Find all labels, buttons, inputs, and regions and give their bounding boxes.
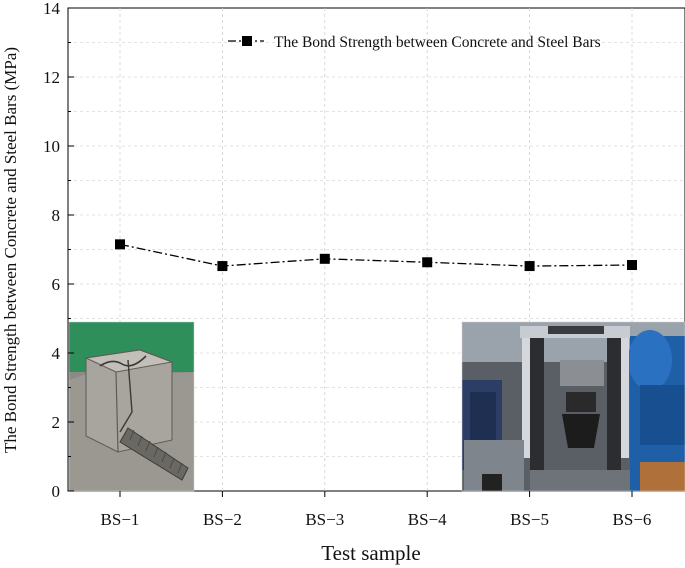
series-layer: [115, 239, 637, 272]
data-point-marker: [115, 239, 125, 250]
data-point-marker: [422, 257, 433, 268]
y-tick-label: 14: [43, 0, 61, 18]
x-tick-label: BS−1: [101, 510, 140, 529]
x-tick-label: BS−4: [408, 510, 447, 529]
legend-label: The Bond Strength between Concrete and S…: [274, 34, 601, 51]
legend: The Bond Strength between Concrete and S…: [228, 34, 601, 51]
data-point-marker: [524, 261, 535, 272]
y-tick-label: 8: [52, 206, 61, 225]
y-tick-label: 0: [52, 482, 61, 501]
x-tick-label: BS−3: [305, 510, 344, 529]
y-tick-label: 12: [43, 68, 60, 87]
data-point-marker: [319, 253, 330, 264]
grid: [68, 8, 685, 491]
x-tick-label: BS−6: [613, 510, 652, 529]
x-axis-title: Test sample: [321, 541, 420, 565]
y-tick-label: 6: [52, 275, 61, 294]
series-line: [119, 243, 633, 267]
testing-machine-photo: [461, 321, 685, 492]
concrete-specimen-photo: [68, 321, 195, 492]
data-point-marker: [217, 261, 228, 272]
y-tick-label: 2: [52, 413, 61, 432]
y-axis-title: The Bond Strength between Concrete and S…: [1, 47, 20, 453]
y-tick-label: 10: [43, 137, 60, 156]
y-tick-label: 4: [52, 344, 61, 363]
legend-marker-square: [242, 36, 252, 46]
data-point-marker: [627, 260, 637, 271]
x-tick-label: BS−2: [203, 510, 242, 529]
axes: 0 2 4 6 8 10 12 14 BS−1 BS−2 BS−3 BS−4 BS−5 BS−6: [43, 0, 651, 529]
x-tick-label: BS−5: [510, 510, 549, 529]
